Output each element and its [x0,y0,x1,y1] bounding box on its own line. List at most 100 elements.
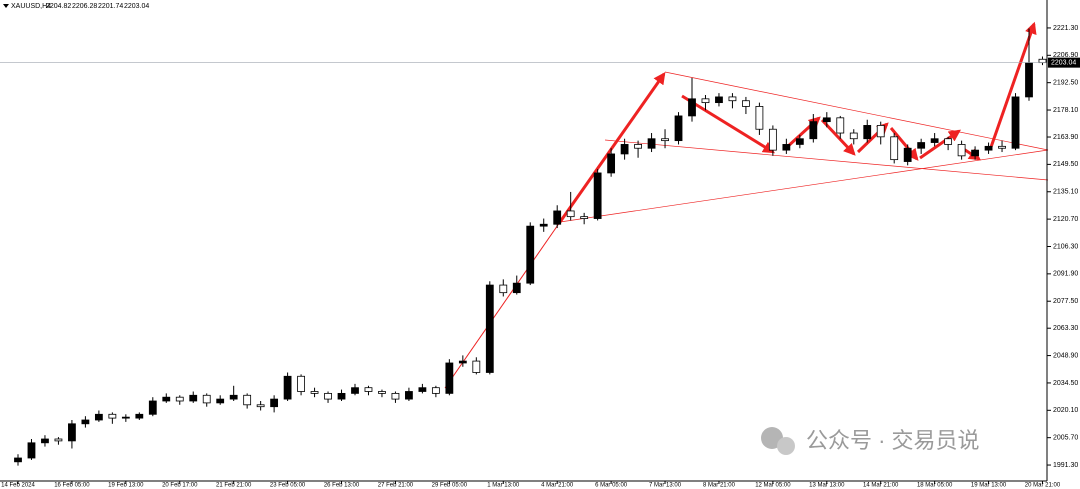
candle-body [297,375,305,392]
candle-body [499,284,508,294]
y-tick-label: 2048.90 [1053,352,1078,359]
candle-body [917,142,926,149]
candle-body [148,400,157,415]
candle-body [971,149,979,157]
ohlc-open: 2204.82 [46,3,71,10]
x-tick-label: 29 Feb 05:00 [432,483,468,489]
y-tick-label: 2192.50 [1053,80,1078,87]
candle-body [647,138,656,149]
candle-body [903,147,912,162]
candle-body [849,132,858,140]
candle-body [229,394,238,400]
x-tick-label: 18 Mar 05:00 [917,483,953,489]
candle-body [984,145,993,151]
candle-body [634,144,642,149]
candle-body [607,153,616,174]
candle-body [68,423,76,442]
x-tick-label: 4 Mar 21:00 [541,483,574,489]
candle-body [445,362,454,394]
candle-body [175,396,184,402]
plot-area [0,0,1047,481]
x-tick-label: 1 Mar 13:00 [487,483,520,489]
candle-body [283,375,292,400]
candle-body [768,128,777,151]
candle-body [391,392,400,400]
candle-body [378,391,386,394]
candle-body [121,416,130,419]
watermark-icon [761,427,795,455]
x-tick-label: 7 Mar 13:00 [649,483,682,489]
candle-body [742,100,750,107]
menu-icon[interactable] [3,4,9,8]
candle-body [593,172,602,219]
y-tick-label: 2034.50 [1053,380,1078,387]
y-tick-label: 2106.30 [1053,243,1078,250]
price-tag [1048,57,1080,68]
candle-body [863,125,872,140]
ohlc-high: 2206.28 [72,3,97,10]
candle-body [836,117,845,134]
y-tick-label: 2206.90 [1053,52,1078,59]
x-tick-label: 21 Feb 21:00 [216,483,252,489]
chart-title: XAUUSD,H4 [11,3,51,10]
candle-body [324,392,332,400]
candle-body [256,404,265,408]
y-tick-label: 2135.10 [1053,189,1078,196]
ohlc-low: 2201.74 [98,3,123,10]
x-tick-label: 13 Mar 13:00 [809,483,845,489]
y-tick-label: 2063.30 [1053,325,1078,332]
candle-body [81,419,90,425]
candle-body [876,125,885,138]
y-tick-label: 2120.70 [1053,216,1078,223]
candle-body [337,392,346,400]
y-tick-label: 2020.10 [1053,407,1078,414]
x-tick-label: 20 Feb 17:00 [162,483,198,489]
y-tick-label: 2091.90 [1053,271,1078,278]
candle-body [553,210,562,225]
candle-body [1011,96,1020,149]
x-tick-label: 12 Mar 05:00 [755,483,791,489]
x-tick-label: 14 Mar 21:00 [863,483,899,489]
x-tick-label: 16 Feb 05:00 [54,483,90,489]
candle-body [661,138,669,142]
x-tick-label: 14 Feb 2024 [1,483,35,489]
candle-body [14,457,22,463]
candle-body [270,398,279,408]
candle-body [418,387,427,392]
candle-body [998,145,1006,149]
candle-body [674,115,683,142]
candle-body [580,216,589,219]
candle-body [782,144,791,151]
candle-body [944,138,953,145]
candle-body [54,438,63,442]
candle-body [512,282,521,294]
candle-body [526,225,535,284]
price-tag-label: 2203.04 [1051,59,1076,66]
candle-body [27,442,36,459]
ohlc-close: 2203.04 [124,3,149,10]
y-tick-label: 2005.70 [1053,435,1078,442]
x-tick-label: 26 Feb 13:00 [324,483,360,489]
candle-body [1038,58,1047,64]
candle-body [715,96,723,104]
candle-body [108,413,117,419]
y-tick-label: 2077.50 [1053,298,1078,305]
x-tick-label: 20 Mar 21:00 [1025,483,1061,489]
candle-body [351,387,359,394]
y-tick-label: 2221.30 [1053,25,1078,32]
candle-body [701,98,710,104]
candle-body [809,121,818,140]
candle-body [890,136,899,161]
candle-body [620,144,629,155]
x-tick-label: 6 Mar 05:00 [595,483,628,489]
candle-body [405,391,413,400]
candle-body [202,394,211,404]
candle-body [431,387,440,394]
x-tick-label: 23 Feb 05:00 [270,483,306,489]
y-tick-label: 2178.10 [1053,107,1078,114]
candle-body [1025,62,1033,98]
y-tick-label: 2163.90 [1053,134,1078,141]
x-tick-label: 27 Feb 21:00 [378,483,414,489]
x-tick-label: 19 Mar 13:00 [971,483,1007,489]
